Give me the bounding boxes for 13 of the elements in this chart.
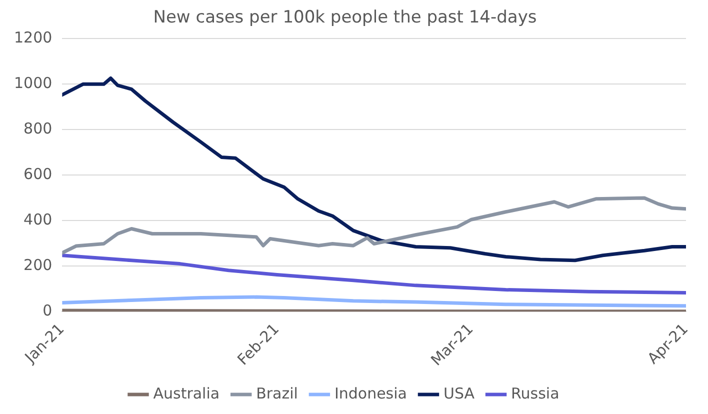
y-tick-label: 200 bbox=[24, 256, 52, 274]
y-tick-label: 600 bbox=[24, 164, 52, 183]
legend-label: Australia bbox=[153, 384, 220, 402]
chart-title: New cases per 100k people the past 14-days bbox=[153, 8, 537, 28]
y-tick-label: 800 bbox=[24, 119, 52, 138]
legend-label: Brazil bbox=[256, 384, 298, 402]
legend-label: USA bbox=[443, 384, 476, 402]
y-tick-label: 0 bbox=[42, 302, 52, 320]
legend-label: Indonesia bbox=[334, 384, 407, 402]
y-tick-label: 1200 bbox=[14, 28, 52, 46]
legend-label: Russia bbox=[511, 384, 560, 402]
y-tick-label: 1000 bbox=[14, 74, 52, 92]
y-tick-label: 400 bbox=[24, 210, 52, 228]
